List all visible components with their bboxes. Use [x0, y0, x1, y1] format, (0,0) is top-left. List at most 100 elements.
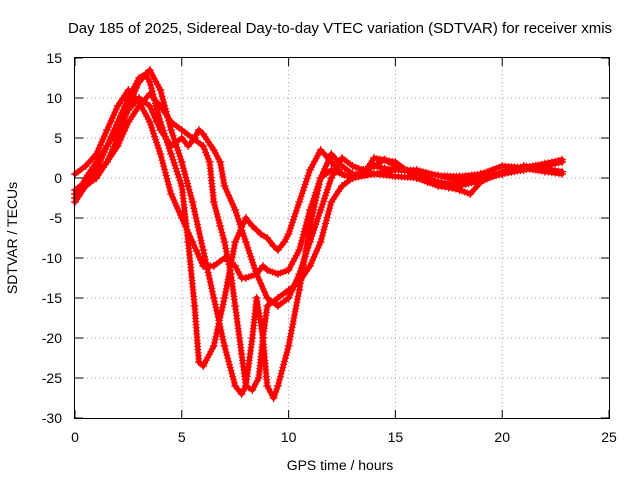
data-point [391, 172, 400, 181]
data-point [220, 182, 229, 190]
data-point [370, 162, 378, 170]
data-point [348, 162, 357, 170]
data-point [263, 302, 272, 310]
data-point [327, 198, 336, 206]
data-point [145, 118, 154, 126]
data-point [220, 294, 229, 302]
data-point [113, 142, 122, 150]
data-point [466, 190, 475, 198]
data-point [156, 126, 165, 134]
data-point [254, 374, 263, 382]
data-point [248, 386, 257, 394]
data-point [259, 334, 267, 342]
data-point [194, 358, 203, 366]
data-point [231, 382, 240, 390]
data-point [237, 350, 246, 358]
data-point [263, 294, 272, 302]
data-point [370, 154, 378, 162]
data-point [156, 102, 165, 110]
y-tick-label: 10 [46, 90, 62, 106]
data-point [184, 238, 193, 246]
data-point [190, 302, 199, 310]
data-point [113, 126, 122, 134]
data-point [205, 158, 214, 166]
data-point [284, 230, 293, 238]
x-tick-label: 10 [281, 429, 297, 445]
data-point [167, 150, 176, 158]
data-point [434, 178, 443, 186]
data-point [156, 150, 165, 158]
data-point [316, 238, 325, 246]
data-point [263, 266, 272, 274]
data-point [226, 270, 235, 278]
data-point [295, 246, 304, 254]
data-point [184, 142, 193, 150]
data-point [295, 270, 304, 278]
data-point [231, 238, 240, 246]
data-point [209, 262, 218, 270]
data-point [252, 294, 261, 302]
data-point [190, 134, 199, 142]
data-point [216, 158, 225, 166]
data-point [284, 294, 293, 302]
data-point [103, 142, 111, 150]
data-point [498, 170, 507, 178]
data-point [295, 198, 304, 206]
data-point [327, 150, 336, 158]
data-point [220, 238, 229, 246]
data-point [263, 382, 272, 390]
data-point [248, 222, 257, 230]
data-point [241, 274, 250, 282]
data-point [209, 294, 218, 302]
data-point [81, 162, 90, 170]
data-point [156, 86, 165, 94]
y-axis-label: SDTVAR / TECUs [4, 182, 20, 294]
data-point [273, 382, 282, 390]
data-point [284, 266, 293, 274]
data-point [558, 167, 566, 176]
data-point [295, 286, 304, 294]
data-point [231, 206, 240, 214]
data-point [199, 130, 208, 138]
data-point [455, 182, 464, 190]
data-point [237, 390, 246, 398]
data-point [220, 342, 229, 350]
y-tick-label: -30 [42, 410, 62, 426]
data-point [273, 246, 282, 254]
y-tick-label: -10 [42, 250, 62, 266]
data-point [177, 182, 186, 190]
data-point [199, 362, 208, 370]
y-tick-label: -5 [50, 210, 63, 226]
data-point [167, 142, 176, 150]
data-point [338, 182, 346, 190]
data-point [252, 270, 261, 278]
data-point [103, 126, 111, 134]
series-line [72, 95, 565, 309]
data-point [241, 214, 250, 222]
data-point [269, 394, 278, 402]
tick-labels: 0 5 10 15 20 25 -30 -25 -20 -15 -10 -5 0 5 10 15 [42, 50, 617, 445]
data-point [380, 164, 389, 173]
data-point [81, 174, 90, 182]
data-point [273, 294, 282, 302]
data-point [476, 176, 485, 185]
data-point [194, 126, 203, 134]
data-point [259, 262, 267, 270]
data-point [231, 302, 240, 310]
data-point [370, 170, 378, 178]
data-point [263, 234, 272, 242]
y-tick-label: 5 [54, 130, 62, 146]
data-point [135, 102, 144, 110]
data-point [167, 126, 176, 134]
data-point [316, 174, 325, 182]
data-point [135, 94, 144, 102]
data-point [216, 222, 225, 230]
x-axis-label: GPS time / hours [287, 457, 394, 473]
data-point [177, 126, 186, 134]
data-point [188, 198, 197, 206]
data-point [177, 158, 186, 166]
data-point [199, 246, 208, 254]
data-point [124, 106, 133, 114]
data-point [167, 190, 176, 198]
data-point [135, 78, 144, 86]
